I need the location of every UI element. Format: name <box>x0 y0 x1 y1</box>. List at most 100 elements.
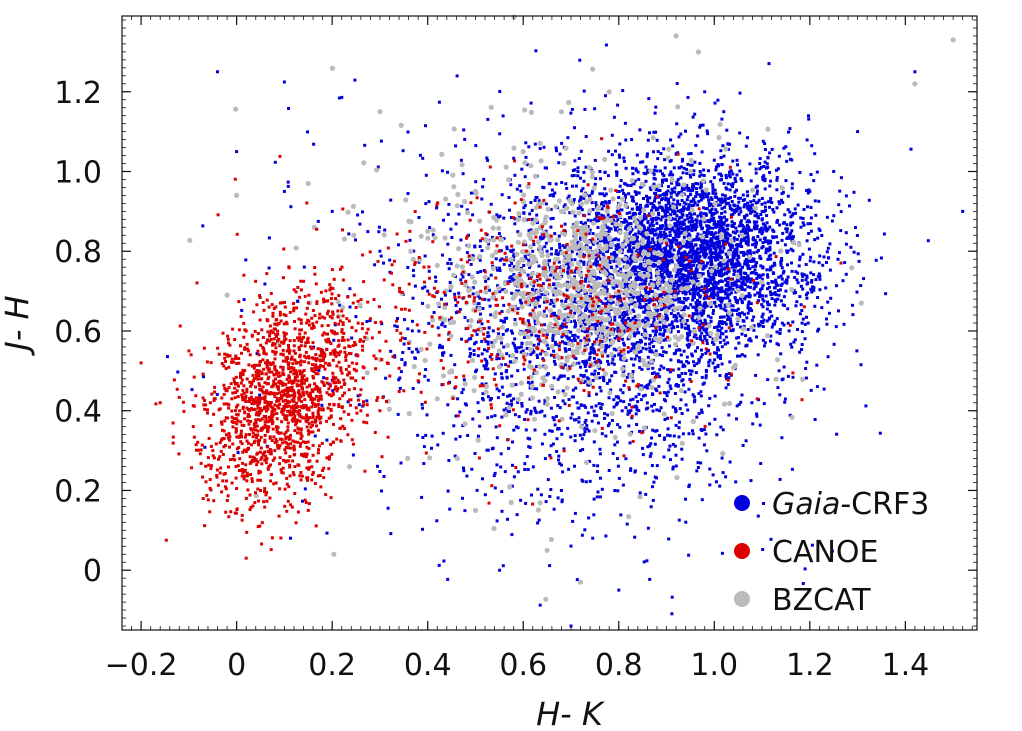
point-gaia-crf3 <box>623 121 627 125</box>
point-gaia-crf3 <box>703 249 707 253</box>
point-gaia-crf3 <box>507 446 511 450</box>
point-gaia-crf3 <box>796 271 800 275</box>
point-gaia-crf3 <box>612 115 616 119</box>
point-gaia-crf3 <box>525 455 529 458</box>
point-gaia-crf3 <box>536 521 540 525</box>
point-gaia-crf3 <box>662 323 666 327</box>
point-gaia-crf3 <box>499 319 503 323</box>
point-gaia-crf3 <box>519 350 523 354</box>
point-gaia-crf3 <box>775 178 779 182</box>
point-gaia-crf3 <box>642 233 645 237</box>
point-gaia-crf3 <box>525 408 529 412</box>
point-gaia-crf3 <box>600 207 604 211</box>
point-gaia-crf3 <box>783 397 787 401</box>
point-gaia-crf3 <box>582 260 586 264</box>
point-gaia-crf3 <box>637 207 641 211</box>
point-gaia-crf3 <box>648 444 652 448</box>
point-gaia-crf3 <box>631 196 635 199</box>
point-gaia-crf3 <box>761 241 765 245</box>
point-gaia-crf3 <box>558 406 562 410</box>
point-gaia-crf3 <box>758 157 762 161</box>
point-gaia-crf3 <box>666 264 669 268</box>
point-gaia-crf3 <box>426 378 430 382</box>
point-gaia-crf3 <box>649 299 652 303</box>
point-gaia-crf3 <box>622 330 626 334</box>
point-gaia-crf3 <box>775 188 779 192</box>
point-gaia-crf3 <box>809 216 813 220</box>
point-gaia-crf3 <box>688 245 692 249</box>
point-gaia-crf3 <box>584 279 588 283</box>
point-gaia-crf3 <box>717 324 721 328</box>
point-gaia-crf3 <box>700 331 704 335</box>
point-gaia-crf3 <box>700 353 704 357</box>
point-gaia-crf3 <box>735 207 739 211</box>
point-gaia-crf3 <box>538 235 542 239</box>
point-gaia-crf3 <box>509 183 513 187</box>
point-gaia-crf3 <box>691 245 695 249</box>
point-gaia-crf3 <box>402 342 406 346</box>
point-gaia-crf3 <box>658 284 662 288</box>
point-gaia-crf3 <box>812 286 816 290</box>
point-gaia-crf3 <box>532 243 536 246</box>
point-gaia-crf3 <box>583 107 587 111</box>
point-gaia-crf3 <box>787 152 791 156</box>
point-gaia-crf3 <box>789 247 793 251</box>
point-gaia-crf3 <box>711 289 715 293</box>
point-gaia-crf3 <box>668 275 671 278</box>
point-gaia-crf3 <box>739 238 743 242</box>
point-gaia-crf3 <box>682 201 686 205</box>
point-gaia-crf3 <box>677 360 681 364</box>
point-gaia-crf3 <box>758 275 762 279</box>
point-gaia-crf3 <box>719 300 723 304</box>
point-gaia-crf3 <box>533 428 537 432</box>
point-gaia-crf3 <box>716 269 720 273</box>
point-gaia-crf3 <box>590 285 594 289</box>
point-gaia-crf3 <box>717 220 721 224</box>
point-gaia-crf3 <box>716 257 720 261</box>
point-gaia-crf3 <box>524 243 528 247</box>
point-gaia-crf3 <box>776 386 780 390</box>
point-gaia-crf3 <box>754 167 758 171</box>
point-gaia-crf3 <box>563 307 567 311</box>
point-gaia-crf3 <box>656 240 660 244</box>
point-gaia-crf3 <box>798 255 802 259</box>
point-gaia-crf3 <box>500 193 504 197</box>
point-gaia-crf3 <box>716 291 720 295</box>
point-gaia-crf3 <box>489 202 493 206</box>
point-gaia-crf3 <box>664 223 668 227</box>
point-gaia-crf3 <box>835 432 839 436</box>
point-gaia-crf3 <box>340 95 344 99</box>
point-gaia-crf3 <box>664 198 668 202</box>
point-gaia-crf3 <box>756 274 760 278</box>
point-gaia-crf3 <box>468 354 472 358</box>
point-gaia-crf3 <box>588 309 592 313</box>
point-gaia-crf3 <box>622 343 626 347</box>
point-gaia-crf3 <box>661 172 664 176</box>
point-gaia-crf3 <box>653 280 657 284</box>
point-gaia-crf3 <box>692 203 696 207</box>
point-gaia-crf3 <box>582 262 586 266</box>
point-gaia-crf3 <box>707 169 710 173</box>
point-gaia-crf3 <box>703 241 706 245</box>
point-gaia-crf3 <box>542 235 546 239</box>
point-gaia-crf3 <box>773 319 777 323</box>
point-gaia-crf3 <box>785 159 789 163</box>
point-gaia-crf3 <box>720 211 724 215</box>
point-gaia-crf3 <box>768 225 772 229</box>
point-gaia-crf3 <box>486 158 490 162</box>
point-gaia-crf3 <box>657 201 661 205</box>
point-gaia-crf3 <box>651 245 655 249</box>
point-gaia-crf3 <box>716 98 720 102</box>
point-gaia-crf3 <box>592 463 596 467</box>
point-gaia-crf3 <box>709 217 713 221</box>
point-gaia-crf3 <box>695 235 699 239</box>
point-gaia-crf3 <box>651 366 655 370</box>
point-gaia-crf3 <box>691 432 695 436</box>
point-gaia-crf3 <box>448 318 451 322</box>
point-gaia-crf3 <box>718 484 722 488</box>
point-gaia-crf3 <box>686 195 690 199</box>
point-gaia-crf3 <box>532 371 536 375</box>
point-gaia-crf3 <box>511 331 514 335</box>
point-gaia-crf3 <box>465 208 469 212</box>
point-gaia-crf3 <box>659 205 663 209</box>
